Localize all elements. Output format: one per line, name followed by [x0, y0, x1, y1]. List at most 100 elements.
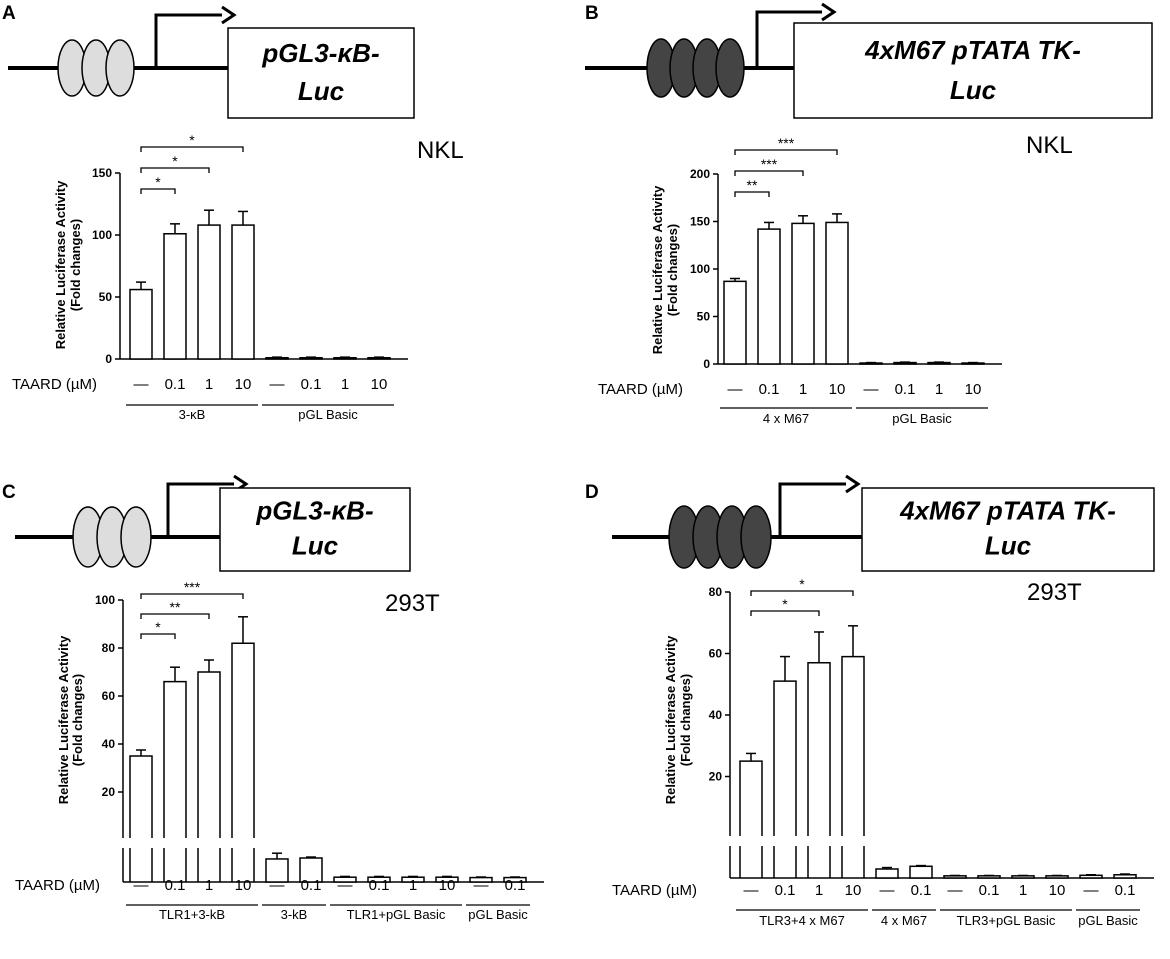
bar [825, 221, 849, 365]
bar [1113, 874, 1137, 879]
bar [299, 357, 323, 360]
category-label: 0.1 [759, 381, 780, 398]
treatment-label: TAARD (µM) [612, 882, 697, 899]
category-label: — [134, 877, 149, 894]
category-label: 1 [1019, 882, 1027, 899]
group-label: 3-kB [281, 907, 308, 922]
group-label: TLR3+pGL Basic [957, 913, 1056, 928]
category-label: — [880, 882, 895, 899]
arrow-head [221, 5, 237, 25]
significance-marker: *** [761, 156, 778, 172]
category-label: — [134, 376, 149, 393]
group-label: TLR1+pGL Basic [347, 907, 446, 922]
bar-lower-stub [841, 846, 865, 878]
category-label: 10 [371, 376, 388, 393]
category-label: 0.1 [895, 381, 916, 398]
treatment-label: TAARD (µM) [15, 877, 100, 894]
category-label: 1 [409, 877, 417, 894]
construct-label-line2: Luc [298, 76, 345, 106]
category-label: 1 [935, 381, 943, 398]
arrow-head [845, 474, 861, 494]
category-label: 1 [815, 882, 823, 899]
category-label: 1 [341, 376, 349, 393]
bar [791, 222, 815, 365]
bar [197, 224, 221, 360]
group-label: pGL Basic [1078, 913, 1138, 928]
y-axis-label: Relative Luciferase Activity(Fold change… [663, 635, 693, 804]
group-label: TLR3+4 x M67 [759, 913, 845, 928]
reporter-gene-box [793, 22, 1153, 119]
significance-marker: ** [747, 177, 758, 193]
transcription-start-arrow [755, 10, 822, 68]
bar [1079, 874, 1103, 879]
y-tick-label: 20 [102, 785, 116, 799]
binding-site-oval [120, 506, 152, 568]
category-label: 0.1 [1115, 882, 1136, 899]
binding-site-oval [740, 505, 772, 569]
bar [875, 868, 899, 879]
y-axis-label: Relative Luciferase Activity(Fold change… [53, 180, 83, 349]
y-tick-label: 50 [99, 290, 113, 304]
bar [909, 865, 933, 879]
group-label: pGL Basic [892, 411, 952, 426]
panel-label: D [585, 482, 599, 503]
significance-marker: * [172, 153, 178, 169]
category-label: 0.1 [301, 376, 322, 393]
y-tick-label: 150 [690, 215, 710, 229]
panel-B: B 4xM67 pTATA TK- Luc NKL Relative Luciferas… [585, 2, 1153, 426]
significance-bracket [140, 633, 176, 639]
construct-label-line2: Luc [950, 75, 997, 105]
group-label: 4 x M67 [881, 913, 927, 928]
bar-lower-stub [129, 848, 153, 882]
category-label: 10 [439, 877, 456, 894]
category-label: 1 [205, 877, 213, 894]
category-label: 10 [1049, 882, 1066, 899]
category-label: — [948, 882, 963, 899]
transcription-start-arrow [154, 13, 222, 68]
category-label: 1 [205, 376, 213, 393]
bar [367, 357, 391, 360]
significance-marker: * [782, 596, 788, 612]
y-tick-label: 200 [690, 167, 710, 181]
significance-bracket [734, 149, 838, 155]
treatment-label: TAARD (µM) [12, 376, 97, 393]
significance-bracket [750, 610, 820, 616]
bar [231, 642, 255, 838]
y-tick-label: 60 [102, 689, 116, 703]
category-label: — [338, 877, 353, 894]
significance-bracket [734, 191, 770, 197]
significance-marker: * [799, 576, 805, 592]
bar [333, 357, 357, 360]
category-label: 10 [965, 381, 982, 398]
significance-marker: * [155, 619, 161, 635]
binding-site-oval [105, 39, 135, 97]
arrow-head [821, 2, 837, 22]
construct-label-line2: Luc [985, 530, 1032, 560]
reporter-gene-box [219, 487, 411, 572]
significance-bracket [750, 590, 854, 596]
group-label: pGL Basic [298, 407, 358, 422]
category-label: — [744, 882, 759, 899]
cell-line-label: NKL [1026, 132, 1073, 159]
category-label: — [270, 877, 285, 894]
y-axis-label: Relative Luciferase Activity(Fold change… [650, 185, 680, 354]
bar-lower-stub [807, 846, 831, 878]
y-tick-label: 40 [102, 737, 116, 751]
category-label: 10 [829, 381, 846, 398]
category-label: — [270, 376, 285, 393]
construct-label-line2: Luc [292, 530, 339, 560]
treatment-label: TAARD (µM) [598, 381, 683, 398]
y-tick-label: 0 [105, 352, 112, 366]
category-label: 1 [799, 381, 807, 398]
bar [197, 671, 221, 838]
y-tick-label: 80 [102, 641, 116, 655]
significance-bracket [140, 593, 244, 599]
category-label: — [728, 381, 743, 398]
category-label: 10 [845, 882, 862, 899]
significance-bracket [734, 170, 804, 176]
significance-bracket [140, 613, 210, 619]
category-label: — [474, 877, 489, 894]
